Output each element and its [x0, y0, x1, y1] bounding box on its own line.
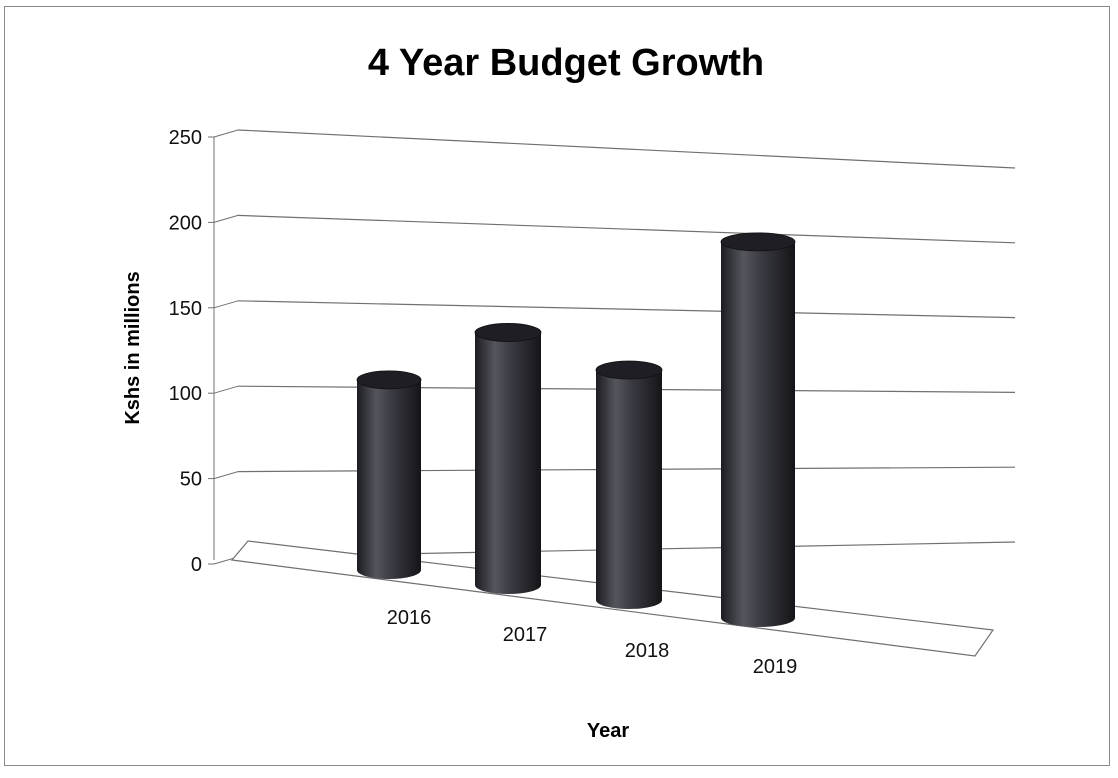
x-tick-label-2017: 2017	[503, 624, 548, 646]
gridline	[237, 214, 1016, 244]
y-tick-label: 200	[169, 212, 202, 234]
bar-body	[596, 369, 662, 609]
gridline-side	[213, 385, 239, 394]
y-tick-label: 0	[191, 554, 202, 576]
x-axis-labels: 2016 2017 2018 2019	[387, 607, 798, 678]
x-tick-label-2018: 2018	[625, 640, 670, 662]
bar-body	[357, 379, 421, 579]
gridline	[237, 129, 1016, 169]
y-axis-title: Kshs in millions	[122, 271, 144, 424]
y-tick-label: 250	[169, 127, 202, 149]
gridline-side	[213, 300, 239, 309]
bar-body	[475, 332, 541, 594]
x-tick-label-2019: 2019	[753, 656, 798, 678]
bar-top-cap	[595, 360, 663, 380]
y-axis-ticks: 0 50 100 150 200 250	[169, 127, 214, 576]
chart-title: 4 Year Budget Growth	[368, 42, 764, 84]
y-tick-label: 100	[169, 383, 202, 405]
bar-body	[721, 241, 795, 627]
gridline-side	[213, 214, 239, 223]
bar-2016	[356, 370, 422, 579]
x-axis-title: Year	[587, 720, 629, 742]
bar-top-cap	[474, 323, 542, 342]
bar-top-cap	[356, 370, 422, 390]
bar-2018	[595, 360, 663, 609]
x-tick-label-2016: 2016	[387, 607, 432, 629]
bars	[356, 232, 796, 627]
bar-2017	[474, 323, 542, 594]
gridline	[237, 300, 1016, 319]
gridline-side	[213, 129, 239, 138]
bar-top-cap	[720, 232, 796, 252]
y-tick-label: 150	[169, 298, 202, 320]
y-tick-label: 50	[180, 469, 202, 491]
gridline-side	[213, 471, 239, 480]
bar-2019	[720, 232, 796, 627]
